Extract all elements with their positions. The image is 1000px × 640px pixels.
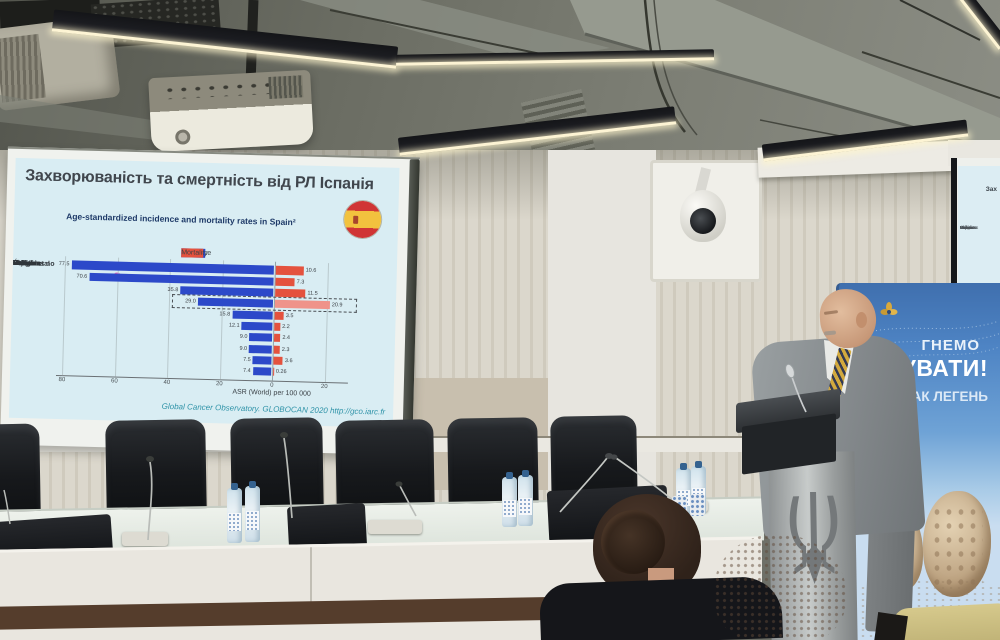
microphone-base [368, 520, 422, 534]
secondary-screen-frame [951, 158, 957, 356]
mortality-bar [274, 322, 281, 331]
banner-line-3: РАК ЛЕГЕНЬ [903, 389, 988, 404]
mortality-bar [274, 311, 284, 320]
mortality-value: 2.2 [282, 323, 290, 330]
mortality-value: 2.4 [282, 335, 291, 342]
bottle-label [503, 499, 516, 517]
conference-chair [105, 419, 207, 517]
mortality-value: 0.26 [275, 368, 287, 376]
incidence-bar [232, 310, 274, 320]
speaker-ear [856, 312, 867, 328]
camera-lens [690, 208, 716, 234]
secondary-category-label: Linfomas [960, 225, 979, 230]
presentation-slide: Захворюваність та смертність від РЛ Іспа… [8, 157, 400, 428]
bottle-label [246, 511, 259, 531]
bar-chart: Mama Próstata Colorrectal Pulmón Vejiga Útero… [9, 158, 400, 428]
sand-sculpture-lung-right [923, 491, 991, 597]
ceiling-projector [148, 69, 314, 153]
tick-label: 80 [58, 377, 66, 384]
projector-vent [268, 75, 304, 99]
tick-label: 20 [215, 381, 223, 388]
audience-woman-ponytail [601, 510, 665, 574]
water-bottle [245, 481, 260, 542]
incidence-value: 35.8 [167, 286, 179, 294]
audience-person-curly-hair [714, 534, 846, 640]
mortality-value: 7.3 [296, 278, 305, 286]
water-bottle [518, 470, 533, 526]
mortality-bar [275, 288, 306, 298]
projector-connectors [162, 79, 284, 100]
bottle-label [228, 512, 241, 532]
microphone-base [122, 532, 168, 546]
mortality-value: 3.6 [284, 357, 293, 364]
category-label: Tiroides [12, 259, 41, 268]
projector-lens [174, 129, 191, 145]
incidence-value: 9.0 [239, 333, 248, 341]
incidence-value: 7.5 [243, 356, 251, 363]
secondary-slide-title-fragment: Зах [985, 186, 997, 193]
shadow-corner [874, 612, 908, 640]
camera-alcove [650, 160, 762, 282]
bottle-label [519, 497, 532, 516]
incidence-bar [241, 321, 273, 331]
incidence-bar [249, 344, 273, 354]
water-bottle [502, 472, 517, 527]
mortality-value: 20.9 [331, 302, 343, 309]
water-bottle [227, 483, 242, 543]
incidence-value: 9.0 [239, 345, 248, 352]
mortality-bar [275, 266, 304, 276]
conference-chair [0, 423, 41, 521]
ac-vent-slats [0, 33, 47, 103]
x-axis-line [55, 374, 348, 384]
gridline [62, 256, 67, 376]
mortality-bar [273, 367, 274, 376]
incidence-bar [252, 367, 272, 376]
secondary-category-label: Ovario [960, 225, 974, 230]
secondary-category-label: Vejiga [960, 225, 973, 230]
mortality-bar [273, 356, 284, 365]
tick-label: 40 [163, 379, 171, 386]
incidence-value: 7.4 [243, 367, 251, 375]
beige-chair-back [892, 603, 1000, 640]
secondary-category-label: Pulmón [960, 225, 976, 230]
mortality-bar [273, 333, 281, 343]
projection-screen: Захворюваність та смертність від РЛ Іспа… [0, 146, 420, 456]
incidence-value: 77.5 [58, 261, 70, 268]
mortality-bar [273, 345, 280, 354]
sand-texture [931, 505, 983, 587]
secondary-category-label: Colorrec [960, 225, 978, 230]
banner-line-1: ГНЕМО [921, 337, 980, 354]
incidence-value: 12.1 [228, 322, 240, 329]
incidence-value: 70.6 [76, 273, 88, 280]
incidence-value: 15.8 [219, 310, 231, 318]
tick-label: 0 [270, 382, 274, 389]
secondary-category-label: Tiroides [960, 225, 976, 230]
ptz-camera [680, 190, 726, 242]
mortality-value: 11.5 [307, 290, 318, 297]
panel-seam [310, 547, 312, 604]
incidence-value: 29.0 [185, 298, 196, 305]
tick-label: 60 [110, 378, 118, 385]
mortality-value: 3.5 [285, 312, 294, 319]
cup [690, 494, 705, 516]
secondary-category-label: Mama [960, 225, 973, 230]
secondary-category-label: Riñón [960, 225, 972, 230]
gridline [324, 263, 329, 383]
mortality-bar [274, 299, 330, 310]
mortality-value: 10.6 [305, 267, 317, 275]
secondary-category-label: Útero [960, 225, 972, 230]
incidence-bar [252, 355, 272, 365]
tick-label: 20 [320, 383, 328, 391]
category-labels: Mama Próstata Colorrectal Pulmón Vejiga Útero… [13, 259, 59, 268]
secondary-category-label: Próstata [960, 225, 977, 230]
mortality-bar [275, 277, 295, 287]
mortality-value: 2.3 [281, 346, 290, 353]
banner-logo-icon [880, 302, 898, 315]
incidence-bar [249, 333, 273, 343]
